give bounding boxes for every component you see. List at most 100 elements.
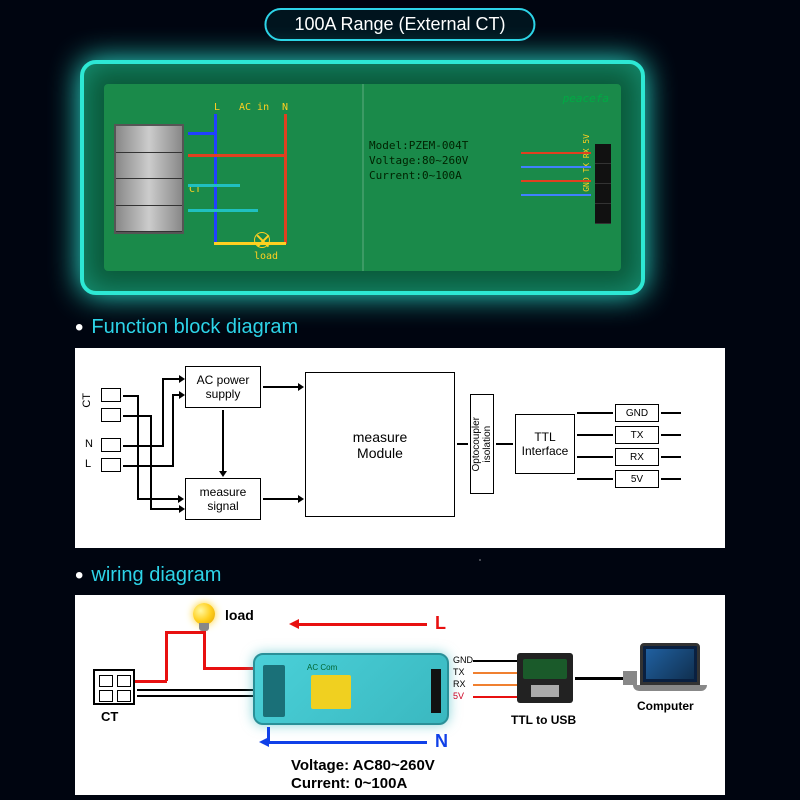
- sw2: [473, 672, 517, 674]
- pin-header: [595, 144, 611, 224]
- sig-rx: RX: [453, 679, 466, 689]
- l8: [162, 378, 164, 447]
- bulb-icon: [193, 603, 215, 625]
- box-acpower: AC power supply: [185, 366, 261, 408]
- l23: [661, 434, 681, 436]
- wire-red: [188, 154, 286, 157]
- l5: [150, 415, 152, 510]
- l13: [222, 410, 224, 472]
- l18: [577, 412, 613, 414]
- l3: [137, 498, 179, 500]
- wire-blue: [188, 132, 216, 135]
- term-ct1: [101, 388, 121, 402]
- load-label: load: [225, 607, 254, 623]
- pcb-divider: [362, 84, 364, 271]
- Lw1: [203, 631, 206, 669]
- pin-labels: GND TX RX 5V: [582, 134, 591, 192]
- label-L: L: [214, 102, 220, 113]
- l25: [661, 478, 681, 480]
- ttl-label: TTL to USB: [511, 713, 576, 727]
- term-l: [101, 458, 121, 472]
- sig-5v: 5V: [453, 691, 464, 701]
- l16: [457, 443, 468, 445]
- Lw2: [165, 631, 205, 634]
- l2: [137, 395, 139, 499]
- label-ct-side: CT: [81, 393, 93, 408]
- usb-plug-icon: [623, 671, 637, 685]
- section-wiring-title: wiring diagram: [75, 562, 221, 590]
- wire-load: [214, 242, 286, 245]
- usb-cable: [575, 677, 625, 680]
- sig-gnd: GND: [453, 655, 473, 665]
- l11: [172, 394, 174, 467]
- device-illustration: L AC in N CT load Model:PZEM-004T Voltag…: [80, 60, 645, 295]
- load-symbol-icon: [254, 232, 270, 248]
- L-label: L: [435, 613, 446, 634]
- header-badge: 100A Range (External CT): [264, 8, 535, 41]
- voltage-text: Voltage:80~260V: [369, 154, 468, 167]
- l22: [661, 412, 681, 414]
- brand-text: peacefa: [563, 92, 609, 105]
- l9: [162, 378, 180, 380]
- ct-label: CT: [101, 709, 118, 724]
- l6: [150, 508, 180, 510]
- arrow-r1: [521, 152, 591, 154]
- l17: [496, 443, 513, 445]
- wiring-diagram: load L CT AC Com GND TX RX 5V TTL to USB: [75, 595, 725, 795]
- l7: [123, 445, 163, 447]
- wire-ct2: [188, 209, 258, 212]
- label-N: N: [282, 102, 288, 113]
- laptop-icon: [640, 643, 707, 691]
- wire-blue-v: [214, 114, 217, 244]
- l12: [172, 394, 180, 396]
- l4: [123, 415, 151, 417]
- current-text: Current:0~100A: [369, 169, 462, 182]
- label-n-side: N: [85, 438, 93, 450]
- model-text: Model:PZEM-004T: [369, 139, 468, 152]
- box-ttl: TTL Interface: [515, 414, 575, 474]
- N-label: N: [435, 731, 448, 752]
- pin-5v: 5V: [615, 470, 659, 488]
- ct-box: [93, 669, 135, 705]
- term-ct2: [101, 408, 121, 422]
- term-n: [101, 438, 121, 452]
- ctw1: [137, 689, 253, 691]
- wiring-device: AC Com: [253, 653, 449, 725]
- sig-tx: TX: [453, 667, 465, 677]
- chip-icon: [311, 675, 351, 709]
- sw3: [473, 684, 517, 686]
- label-l-side: L: [85, 458, 91, 470]
- l1: [123, 395, 138, 397]
- terminal-block: [114, 124, 184, 234]
- arrow-r3: [521, 180, 591, 182]
- pin-rx: RX: [615, 448, 659, 466]
- l14: [263, 386, 299, 388]
- opto-label: Optocoupler isolation: [471, 417, 493, 471]
- Lw5: [203, 667, 255, 670]
- l20: [577, 456, 613, 458]
- l24: [661, 456, 681, 458]
- pin-gnd: GND: [615, 404, 659, 422]
- arrow-r4: [521, 194, 591, 196]
- sw1: [473, 660, 517, 662]
- computer-label: Computer: [637, 699, 694, 713]
- current-spec: Current: 0~100A: [291, 775, 407, 792]
- label-load: load: [254, 251, 278, 262]
- sw4: [473, 696, 517, 698]
- ctw2: [137, 695, 253, 697]
- wire-red-v: [284, 114, 287, 244]
- block-diagram: CT N L AC power supply measure signal me…: [75, 348, 725, 548]
- ttl-adapter: [517, 653, 573, 703]
- ac-com-label: AC Com: [307, 663, 337, 672]
- l15: [263, 498, 299, 500]
- section-block-title: Function block diagram: [75, 314, 298, 342]
- Lw3: [165, 631, 168, 681]
- label-ACin: AC in: [239, 102, 269, 113]
- l10: [123, 465, 173, 467]
- w-pins: [431, 669, 441, 713]
- l19: [577, 434, 613, 436]
- voltage-spec: Voltage: AC80~260V: [291, 757, 435, 774]
- wire-ct1: [188, 184, 240, 187]
- box-measure-signal: measure signal: [185, 478, 261, 520]
- box-measure-module: measure Module: [305, 372, 455, 517]
